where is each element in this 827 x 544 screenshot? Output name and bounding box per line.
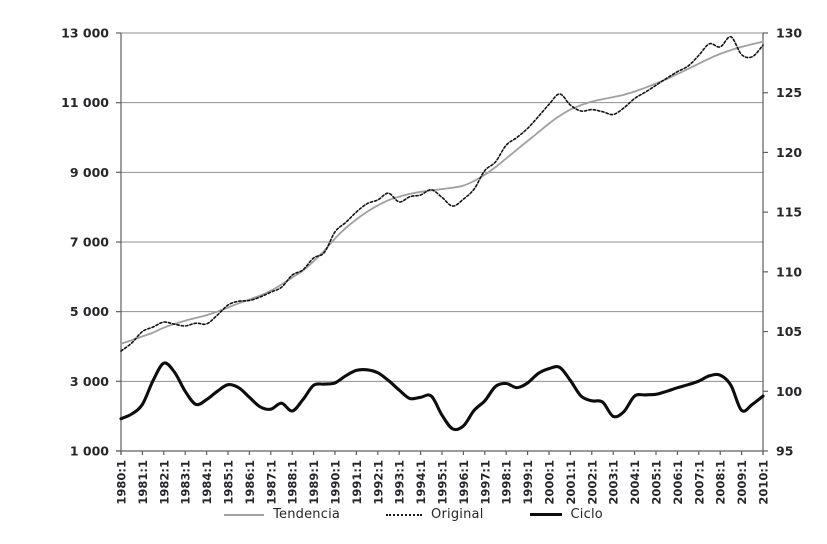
x-tick-label: 1998:1	[500, 460, 514, 505]
y-left-tick-label: 7 000	[70, 235, 109, 250]
x-tick-label: 2009:1	[735, 460, 749, 505]
x-tick-label: 2001:1	[564, 460, 578, 505]
x-tick-label: 2010:1	[757, 460, 771, 505]
y-axis-right-labels: 95 100 105 110 115 120 125 130	[776, 26, 802, 459]
y-left-tick-label: 9 000	[70, 165, 109, 180]
y-right-tick-label: 125	[776, 85, 802, 100]
y-right-tick-label: 120	[776, 145, 802, 160]
ciclo-line-sample	[529, 513, 562, 516]
series-ciclo	[119, 361, 765, 432]
legend-label-original: Original	[431, 507, 484, 522]
x-tick-label: 1986:1	[243, 460, 257, 505]
y-left-tick-label: 1 000	[70, 444, 109, 459]
x-tick-label: 2008:1	[714, 460, 728, 505]
x-tick-label: 1992:1	[371, 460, 385, 505]
y-axis-left-labels: 1 000 3 000 5 000 7 000 9 000 11 000 13 000	[61, 26, 109, 459]
x-tick-label: 1981:1	[136, 460, 150, 505]
x-tick-label: 1996:1	[457, 460, 471, 505]
legend-label-tendencia: Tendencia	[273, 507, 341, 522]
series-original	[120, 35, 764, 352]
x-tick-label: 1993:1	[393, 460, 407, 505]
x-tick-label: 2007:1	[692, 460, 706, 505]
gridlines	[121, 32, 763, 382]
y-left-tick-label: 11 000	[61, 95, 109, 110]
y-right-tick-label: 95	[776, 444, 793, 459]
x-tick-label: 1991:1	[350, 460, 364, 505]
y-right-tick-label: 130	[776, 26, 802, 41]
x-tick-label: 2006:1	[671, 460, 685, 505]
series-tendencia	[120, 40, 764, 345]
x-tick-label: 1987:1	[264, 460, 278, 505]
x-tick-label: 1990:1	[329, 460, 343, 505]
x-tick-label: 1985:1	[222, 460, 236, 505]
y-left-tick-label: 3 000	[70, 374, 109, 389]
y-left-tick-label: 5 000	[70, 304, 109, 319]
x-tick-label: 2005:1	[650, 460, 664, 505]
x-tick-label: 1988:1	[286, 460, 300, 505]
original-line-sample	[386, 513, 423, 516]
x-tick-label: 1995:1	[436, 460, 450, 505]
legend-item-original: Original	[386, 507, 483, 522]
legend: Tendencia Original Ciclo	[0, 507, 827, 522]
x-tick-label: 1997:1	[478, 460, 492, 505]
y-right-tick-label: 105	[776, 324, 802, 339]
x-tick-label: 1994:1	[414, 460, 428, 505]
x-tick-label: 2003:1	[607, 460, 621, 505]
x-tick-label: 2004:1	[628, 460, 642, 505]
legend-label-ciclo: Ciclo	[570, 507, 603, 522]
y-right-tick-label: 100	[776, 384, 802, 399]
x-tick-label: 1983:1	[179, 460, 193, 505]
legend-item-ciclo: Ciclo	[529, 507, 603, 522]
x-tick-label: 1982:1	[157, 460, 171, 505]
y-left-tick-label: 13 000	[61, 26, 109, 41]
x-tick-label: 2002:1	[585, 460, 599, 505]
x-tick-label: 1989:1	[307, 460, 321, 505]
x-tick-label: 1999:1	[521, 460, 535, 505]
axes	[116, 32, 768, 455]
y-right-tick-label: 115	[776, 205, 802, 220]
x-tick-label: 1980:1	[115, 460, 129, 505]
y-right-tick-label: 110	[776, 264, 802, 279]
tendencia-line-sample	[224, 513, 265, 516]
x-tick-label: 1984:1	[200, 460, 214, 505]
x-axis-labels: 1980:1 1981:1 1982:1 1983:1 1984:1 1985:1 1986…	[115, 460, 771, 505]
legend-item-tendencia: Tendencia	[224, 507, 340, 522]
x-tick-label: 2000:1	[543, 460, 557, 505]
